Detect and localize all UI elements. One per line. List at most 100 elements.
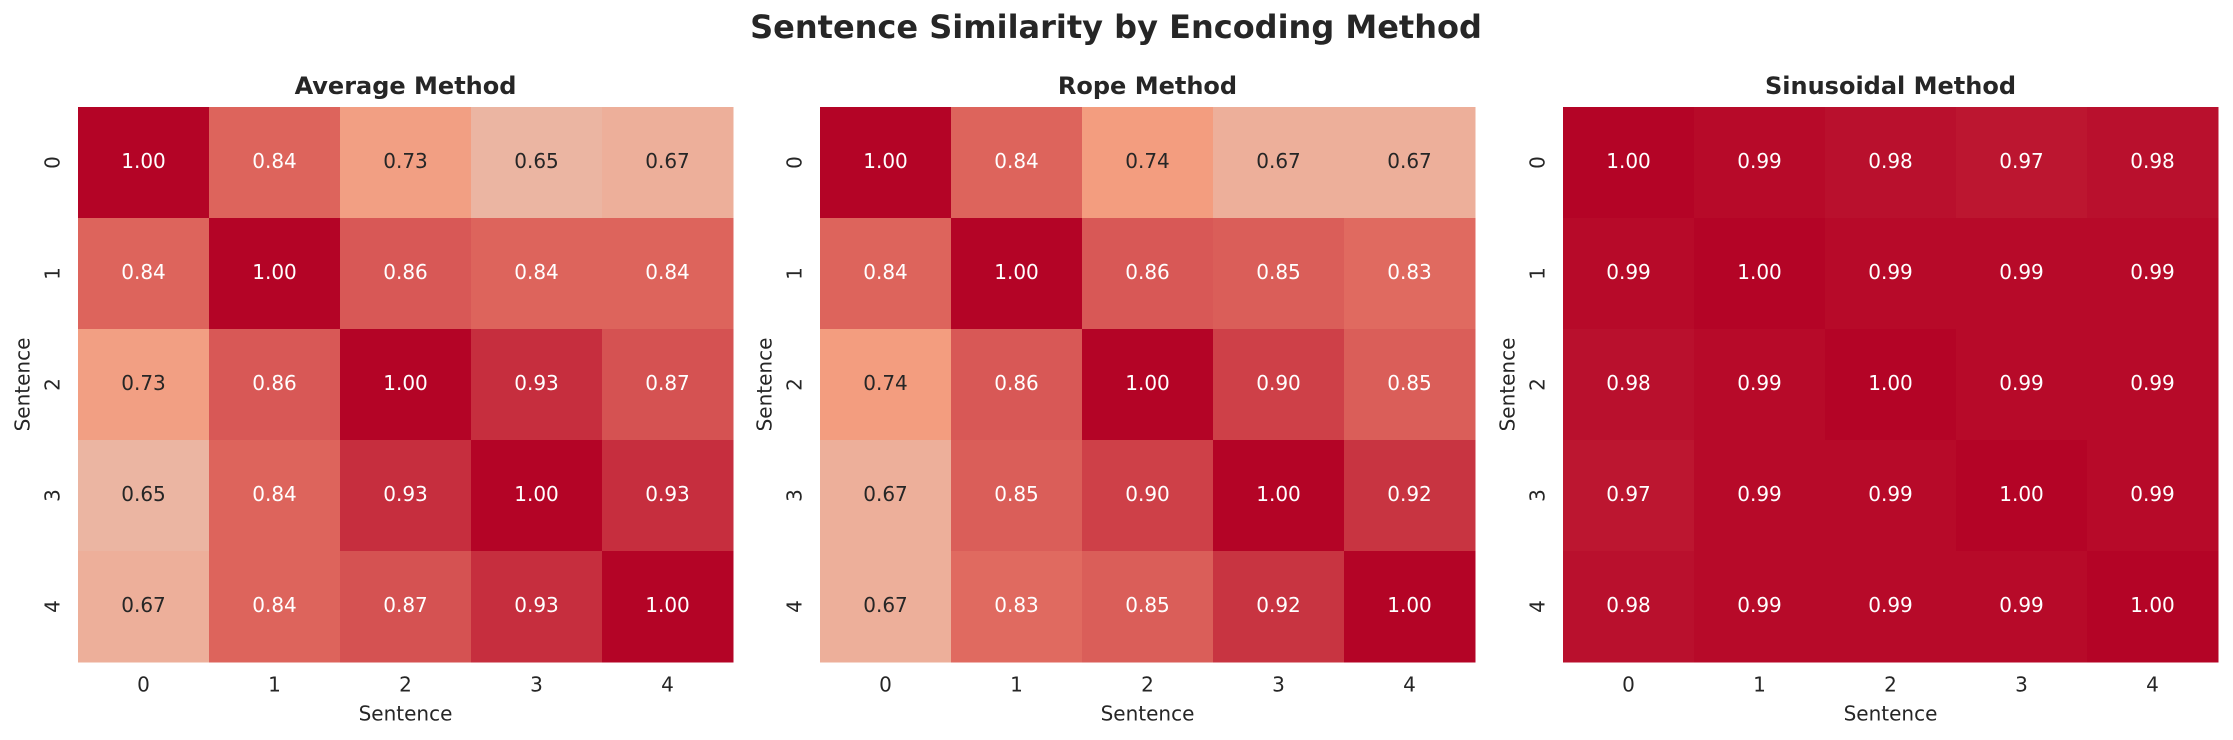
cell-label: 1.00 xyxy=(1606,149,1651,173)
heatmap-cell xyxy=(1082,551,1214,663)
x-axis-label: Sentence xyxy=(359,702,453,726)
subplot-title: Rope Method xyxy=(1058,72,1237,100)
heatmap-cell xyxy=(340,218,472,330)
heatmap-cell xyxy=(340,440,472,552)
heatmap-cell xyxy=(1825,107,1957,219)
heatmap-cell xyxy=(1825,218,1957,330)
cell-label: 0.92 xyxy=(1256,593,1301,617)
y-tick-label: 4 xyxy=(1526,600,1550,613)
heatmap-cell xyxy=(1213,329,1345,441)
heatmap-cell xyxy=(340,551,472,663)
heatmap-cell xyxy=(1344,551,1476,663)
heatmap-cell xyxy=(1694,107,1826,219)
cell-label: 0.67 xyxy=(1256,149,1301,173)
cell-label: 0.84 xyxy=(252,593,297,617)
cell-label: 0.85 xyxy=(1387,371,1432,395)
cell-label: 1.00 xyxy=(1125,371,1170,395)
subplot-title: Average Method xyxy=(295,72,517,100)
cell-label: 0.98 xyxy=(1868,149,1913,173)
heatmap-cell xyxy=(1213,551,1345,663)
cell-label: 0.99 xyxy=(1999,371,2044,395)
heatmap-cell xyxy=(1082,218,1214,330)
y-tick-label: 0 xyxy=(41,156,65,169)
cell-label: 0.85 xyxy=(1256,260,1301,284)
y-tick-label: 0 xyxy=(783,156,807,169)
heatmap-cell xyxy=(820,218,952,330)
heatmap-cell xyxy=(951,551,1083,663)
cell-label: 0.84 xyxy=(863,260,908,284)
x-tick-label: 0 xyxy=(137,673,150,697)
cell-label: 0.90 xyxy=(1125,482,1170,506)
heatmap-cell xyxy=(1344,218,1476,330)
cell-label: 0.93 xyxy=(514,371,559,395)
cell-label: 0.98 xyxy=(2130,149,2175,173)
cell-label: 0.99 xyxy=(2130,260,2175,284)
y-tick-label: 1 xyxy=(783,267,807,280)
cell-label: 0.97 xyxy=(1999,149,2044,173)
cell-label: 0.93 xyxy=(383,482,428,506)
heatmap-cell xyxy=(602,551,734,663)
heatmap-cell xyxy=(820,329,952,441)
heatmap-cell xyxy=(340,107,472,219)
cell-label: 0.67 xyxy=(1387,149,1432,173)
heatmap-cell xyxy=(209,107,341,219)
cell-label: 0.84 xyxy=(994,149,1039,173)
x-tick-label: 2 xyxy=(1884,673,1897,697)
cell-label: 0.65 xyxy=(121,482,166,506)
heatmap-cell xyxy=(820,551,952,663)
heatmap-cell xyxy=(209,218,341,330)
heatmap-cell xyxy=(209,329,341,441)
y-axis-label: Sentence xyxy=(753,338,777,432)
heatmap-cell xyxy=(1563,107,1695,219)
y-tick-label: 3 xyxy=(41,489,65,502)
cell-label: 0.73 xyxy=(383,149,428,173)
y-tick-label: 1 xyxy=(41,267,65,280)
y-tick-label: 3 xyxy=(783,489,807,502)
cell-label: 0.99 xyxy=(1868,260,1913,284)
cell-label: 1.00 xyxy=(1737,260,1782,284)
heatmap-cell xyxy=(1956,329,2088,441)
heatmap-cell xyxy=(471,440,603,552)
x-tick-label: 3 xyxy=(1272,673,1285,697)
heatmap-cell xyxy=(820,107,952,219)
heatmap-cell xyxy=(1694,218,1826,330)
heatmap-cell xyxy=(209,551,341,663)
cell-label: 0.92 xyxy=(1387,482,1432,506)
heatmap-cell xyxy=(1563,551,1695,663)
cell-label: 0.86 xyxy=(994,371,1039,395)
y-tick-label: 2 xyxy=(41,378,65,391)
heatmap-cell xyxy=(78,551,210,663)
cell-label: 1.00 xyxy=(514,482,559,506)
heatmap-cell xyxy=(602,218,734,330)
y-tick-label: 3 xyxy=(1526,489,1550,502)
heatmap-cell xyxy=(471,329,603,441)
cell-label: 0.84 xyxy=(645,260,690,284)
cell-label: 0.98 xyxy=(1606,371,1651,395)
cell-label: 0.99 xyxy=(1737,482,1782,506)
heatmap-cell xyxy=(1956,107,2088,219)
heatmap-cell xyxy=(1694,329,1826,441)
cell-label: 1.00 xyxy=(1999,482,2044,506)
cell-label: 0.84 xyxy=(252,149,297,173)
heatmap-cell xyxy=(471,218,603,330)
x-tick-label: 4 xyxy=(661,673,674,697)
heatmap-cell xyxy=(1825,551,1957,663)
heatmap-cell xyxy=(2087,551,2219,663)
cell-label: 0.73 xyxy=(121,371,166,395)
cell-label: 0.67 xyxy=(863,593,908,617)
x-tick-label: 1 xyxy=(1010,673,1023,697)
heatmap-cell xyxy=(951,218,1083,330)
cell-label: 0.74 xyxy=(863,371,908,395)
x-tick-label: 2 xyxy=(399,673,412,697)
cell-label: 1.00 xyxy=(1387,593,1432,617)
cell-label: 0.85 xyxy=(1125,593,1170,617)
heatmap-cell xyxy=(1694,551,1826,663)
x-axis-label: Sentence xyxy=(1101,702,1195,726)
cell-label: 1.00 xyxy=(863,149,908,173)
y-tick-label: 4 xyxy=(783,600,807,613)
y-tick-label: 2 xyxy=(1526,378,1550,391)
cell-label: 0.84 xyxy=(252,482,297,506)
cell-label: 0.86 xyxy=(1125,260,1170,284)
subplot-title: Sinusoidal Method xyxy=(1765,72,2016,100)
heatmap-cell xyxy=(1213,440,1345,552)
